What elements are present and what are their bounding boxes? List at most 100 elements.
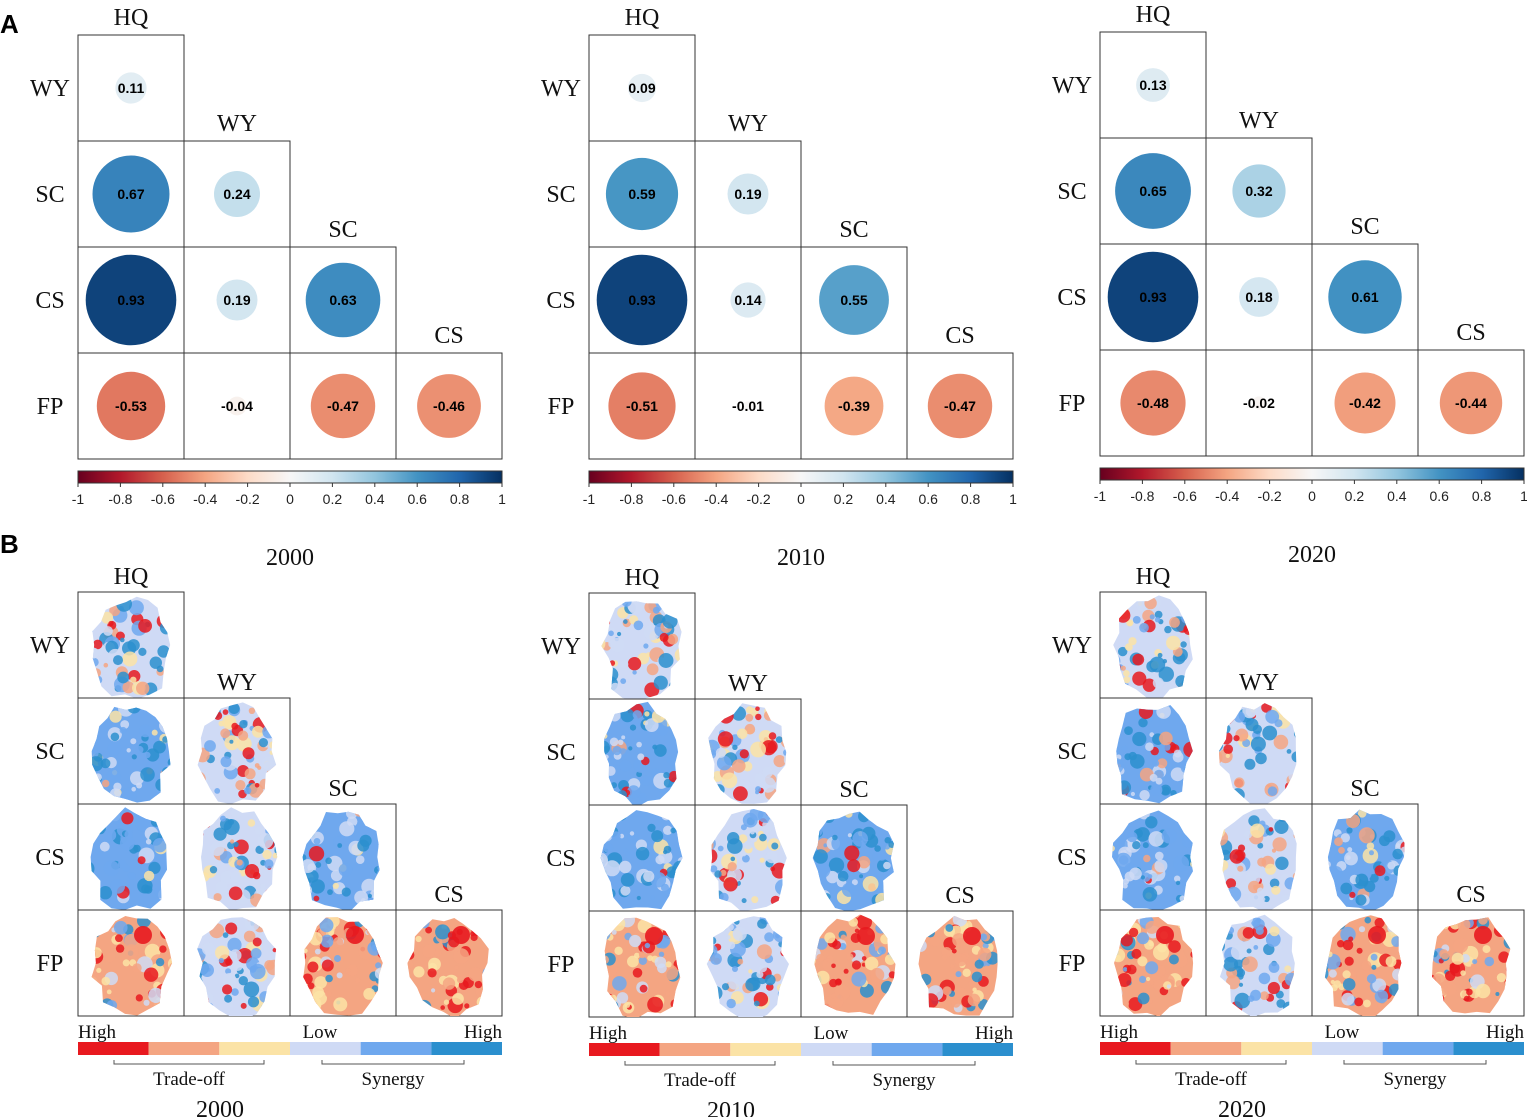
colorbar-tick-label: 1 — [1009, 491, 1017, 507]
correlation-circle — [1120, 370, 1186, 436]
row-label: FP — [548, 952, 575, 978]
row-label: CS — [35, 845, 64, 871]
spatial-map — [1116, 705, 1193, 804]
correlation-value: -0.42 — [1349, 395, 1381, 411]
correlation-value: -0.01 — [732, 398, 764, 414]
correlation-circle — [417, 374, 481, 438]
correlation-panels: HQ WY SC CS WY SC CS FP 0.11 0.67 0.24 0.93 0.19 0.63… — [30, 2, 1527, 571]
legend-swatch — [290, 1042, 361, 1055]
legend-swatch — [431, 1042, 502, 1055]
row-label: FP — [1059, 391, 1086, 417]
correlation-value: 0.93 — [1139, 289, 1166, 305]
colorbar-tick-label: 0.4 — [876, 491, 896, 507]
legend-swatch — [1382, 1042, 1454, 1055]
column-label: CS — [945, 883, 974, 909]
spatial-map — [90, 807, 167, 910]
colorbar-tick-label: -0.4 — [1215, 488, 1239, 504]
correlation-value: 0.55 — [840, 292, 867, 308]
colorbar-tick-label: 0.4 — [365, 491, 385, 507]
correlation-value: 0.93 — [628, 292, 655, 308]
legend-high-left: High — [589, 1023, 628, 1044]
colorbar-tick-label: 0.6 — [918, 491, 938, 507]
correlation-value: -0.44 — [1455, 395, 1487, 411]
colorbar-tick-label: -0.4 — [704, 491, 728, 507]
colorbar-tick-label: 1 — [498, 491, 506, 507]
spatial-map — [1220, 808, 1297, 910]
colorbar-tick-label: 0.6 — [1429, 488, 1449, 504]
map-panels: HQ WY SC CS WY SC CS FP High Low High Trade-off Syne… — [30, 564, 1525, 1117]
correlation-circle — [1239, 277, 1279, 317]
colorbar-tick-label: 0.8 — [450, 491, 470, 507]
spatial-map — [604, 701, 679, 805]
correlation-value: 0.19 — [734, 186, 761, 202]
correlation-circle — [92, 155, 170, 233]
colorbar-tick-label: 0 — [286, 491, 294, 507]
spatial-map — [1113, 595, 1193, 698]
spatial-map — [91, 916, 173, 1016]
row-label: CS — [1057, 845, 1086, 871]
spatial-map — [601, 601, 682, 699]
legend-bracket — [1135, 1060, 1287, 1065]
spatial-map — [1112, 810, 1193, 910]
row-label: SC — [35, 182, 64, 208]
column-label: CS — [434, 882, 463, 908]
colorbar-tick-label: -1 — [1094, 488, 1107, 504]
legend-swatch — [589, 1043, 660, 1056]
correlation-value: -0.47 — [944, 398, 976, 414]
correlation-circle — [115, 72, 147, 104]
legend-swatch — [219, 1042, 290, 1055]
spatial-map — [197, 702, 277, 804]
correlation-circle — [1107, 251, 1199, 343]
legend-low: Low — [814, 1023, 849, 1044]
column-label: HQ — [114, 5, 149, 31]
correlation-circle — [85, 254, 177, 346]
spatial-map — [92, 596, 171, 698]
correlation-circle — [596, 254, 688, 346]
column-label: WY — [217, 111, 257, 137]
correlation-circle — [1334, 372, 1396, 434]
correlation-circle — [1115, 153, 1191, 229]
correlation-value: 0.63 — [329, 292, 356, 308]
spatial-map — [1324, 915, 1402, 1016]
row-label: WY — [30, 76, 70, 102]
row-label: CS — [546, 288, 575, 314]
spatial-map — [600, 810, 683, 910]
legend-swatch — [1170, 1042, 1242, 1055]
correlation-value: 0.11 — [118, 80, 145, 96]
year-title: 2010 — [777, 545, 825, 571]
spatial-map — [604, 917, 681, 1017]
colorbar-tick-label: 0 — [1308, 488, 1316, 504]
legend-synergy: Synergy — [873, 1070, 936, 1091]
column-label: WY — [1239, 108, 1279, 134]
correlation-value: -0.47 — [327, 398, 359, 414]
spatial-map — [302, 811, 380, 910]
colorbar-tick-label: -0.2 — [747, 491, 771, 507]
column-label: HQ — [625, 5, 660, 31]
spatial-map — [197, 917, 277, 1016]
legend-high-right: High — [464, 1022, 503, 1043]
spatial-map — [407, 918, 489, 1016]
row-label: SC — [1057, 179, 1086, 205]
correlation-value: 0.32 — [1245, 183, 1272, 199]
row-label: WY — [541, 634, 581, 660]
colorbar-tick-label: 0.6 — [407, 491, 427, 507]
year-title: 2010 — [707, 1098, 755, 1117]
spatial-map — [303, 917, 383, 1016]
map-chart-2010: HQ WY SC CS WY SC CS FP High Low High Trade-off Syne… — [541, 565, 1014, 1117]
legend-swatch — [659, 1043, 731, 1056]
correlation-value: 0.14 — [734, 292, 761, 308]
colorbar-tick-label: -0.6 — [151, 491, 175, 507]
year-title: 2020 — [1288, 542, 1336, 568]
map-chart-2000: HQ WY SC CS WY SC CS FP High Low High Trade-off Syne… — [30, 564, 503, 1117]
row-label: SC — [35, 739, 64, 765]
correlation-circle — [1232, 164, 1286, 218]
correlation-value: 0.18 — [1245, 289, 1272, 305]
column-label: HQ — [114, 564, 149, 590]
row-label: SC — [1057, 739, 1086, 765]
correlation-value: 0.19 — [223, 292, 250, 308]
legend-bracket — [321, 1060, 465, 1065]
map-cell — [906, 910, 1014, 1018]
correlation-value: -0.04 — [221, 398, 253, 414]
row-label: WY — [541, 76, 581, 102]
